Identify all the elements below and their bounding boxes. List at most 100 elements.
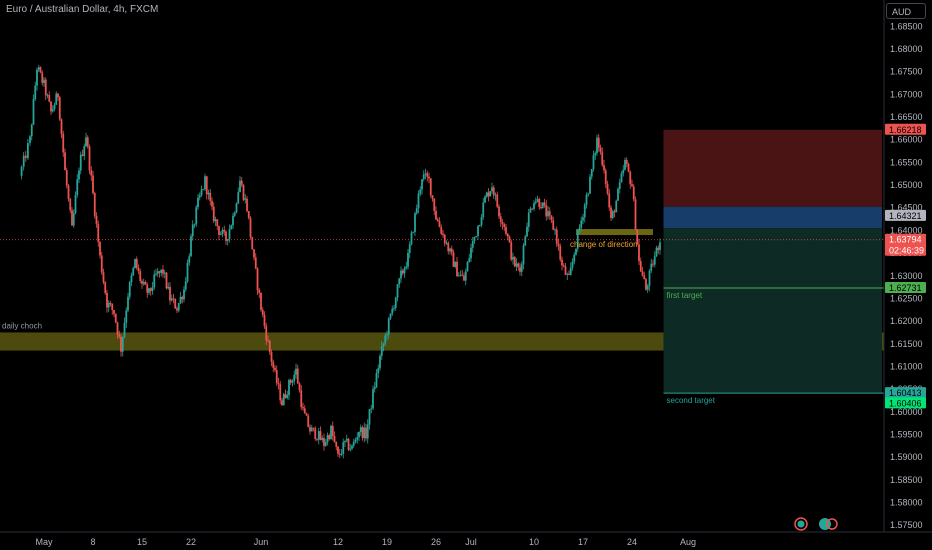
candle <box>24 150 27 162</box>
candle <box>338 448 341 459</box>
y-tick-label: 1.67000 <box>890 89 923 99</box>
x-tick-label: 22 <box>186 537 196 547</box>
candle <box>419 186 422 197</box>
candle <box>555 226 558 248</box>
candle <box>457 271 460 277</box>
candle <box>632 184 635 202</box>
candle <box>242 184 245 201</box>
take-profit-zone[interactable] <box>663 228 883 394</box>
x-tick-label: 8 <box>90 537 95 547</box>
candle <box>310 424 313 432</box>
candle <box>99 241 101 259</box>
candle <box>615 199 618 213</box>
candle <box>379 353 381 371</box>
candle <box>263 311 266 329</box>
candle <box>659 238 661 255</box>
candle <box>634 196 637 230</box>
candle <box>363 422 366 443</box>
candle <box>181 295 184 304</box>
lower-tag[interactable]: 1.60406 <box>885 397 926 409</box>
candle <box>282 392 285 406</box>
candle <box>309 424 311 435</box>
candle <box>335 441 338 451</box>
candle <box>90 166 93 181</box>
candle <box>463 272 465 281</box>
candle <box>499 212 502 228</box>
candle <box>130 272 133 286</box>
candle <box>155 268 157 277</box>
candle <box>604 168 607 189</box>
candle <box>113 309 115 318</box>
candle <box>106 290 108 313</box>
candle <box>400 266 402 283</box>
replay-icon[interactable] <box>794 517 808 531</box>
candle <box>498 204 500 219</box>
x-tick-label: Jul <box>465 537 477 547</box>
candle <box>275 365 278 387</box>
y-tick-label: 1.62000 <box>890 316 923 326</box>
second-target-tag[interactable]: 1.60413 <box>885 387 926 399</box>
change-of-direction-zone[interactable] <box>576 229 653 236</box>
stop-tag[interactable]: 1.66218 <box>885 123 926 135</box>
candle <box>160 269 163 277</box>
candle <box>370 404 373 414</box>
candle <box>293 370 296 385</box>
candle <box>37 65 40 73</box>
candle <box>585 192 588 209</box>
candle <box>351 444 353 451</box>
daily-choch-zone[interactable] <box>0 332 884 351</box>
stop-loss-zone[interactable] <box>663 129 883 207</box>
candle <box>354 437 357 444</box>
candle <box>380 341 383 360</box>
candle <box>67 183 70 202</box>
candle <box>188 253 191 266</box>
candle <box>344 440 346 448</box>
currency-selector[interactable]: AUD <box>886 3 926 19</box>
candle <box>372 385 374 411</box>
bottom-nav-icons[interactable] <box>794 517 838 531</box>
replay-icon-core <box>797 520 805 528</box>
candle <box>134 258 136 269</box>
candle <box>349 443 352 452</box>
candle <box>176 306 178 314</box>
candle <box>557 238 560 251</box>
candle <box>594 151 597 160</box>
candle <box>219 231 222 236</box>
candle <box>135 256 138 270</box>
candle <box>573 252 576 265</box>
candle <box>225 230 227 245</box>
candle <box>291 379 294 387</box>
candle <box>487 188 490 202</box>
candle <box>163 269 166 279</box>
candle <box>331 421 334 441</box>
candle <box>536 195 539 203</box>
candle <box>610 205 612 222</box>
candle <box>151 282 154 295</box>
entry-zone[interactable] <box>663 206 883 229</box>
candle <box>356 432 359 444</box>
candle <box>512 252 514 265</box>
candle <box>515 258 518 272</box>
candle <box>249 216 252 240</box>
candle <box>268 339 271 355</box>
time-axis: May 8 15 22 Jun 12 19 26 Jul 10 17 24 Aug <box>0 531 932 547</box>
candle <box>260 292 262 312</box>
candle <box>627 162 630 173</box>
first-target-tag[interactable]: 1.62731 <box>885 281 926 293</box>
candle <box>116 321 119 339</box>
candle <box>625 157 628 168</box>
y-tick-label: 1.65500 <box>890 157 923 167</box>
entry-tag[interactable]: 1.64321 <box>885 209 926 221</box>
candle <box>141 279 143 289</box>
candle <box>624 157 626 171</box>
candle <box>125 307 128 329</box>
candle <box>137 264 140 275</box>
candle <box>492 185 495 199</box>
candle <box>501 219 504 230</box>
candle <box>270 349 273 367</box>
candle <box>62 130 65 158</box>
change-of-direction-label: change of direction <box>570 240 638 249</box>
